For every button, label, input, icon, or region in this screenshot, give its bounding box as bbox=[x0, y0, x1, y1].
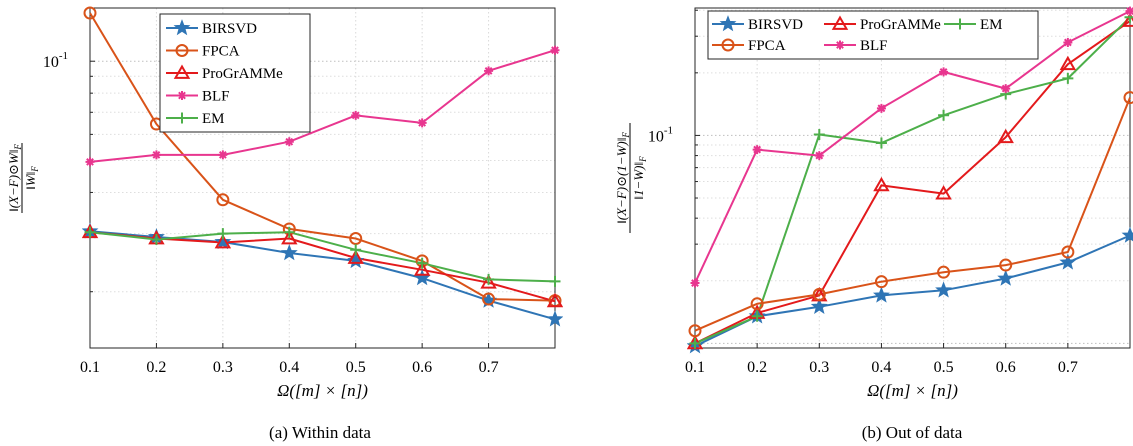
x-tick-label: 0.1 bbox=[685, 359, 705, 376]
data-point-blf bbox=[86, 157, 95, 166]
x-tick-label: 0.2 bbox=[146, 359, 166, 376]
data-point-blf bbox=[351, 111, 360, 120]
y-axis-label: ‖(X−F)⊙W‖F‖W‖F bbox=[6, 143, 40, 213]
x-tick-label: 0.7 bbox=[1058, 359, 1078, 376]
x-axis-label: Ω([m] × [n]) bbox=[277, 381, 368, 400]
x-tick-label: 0.7 bbox=[479, 359, 499, 376]
legend-label: ProGrAMMe bbox=[202, 66, 283, 82]
data-point-blf bbox=[218, 150, 227, 159]
data-point-blf bbox=[815, 151, 824, 160]
y-label-numerator: ‖(X−F)⊙(1−W)‖F bbox=[614, 132, 631, 224]
legend-swatch-marker bbox=[836, 41, 845, 50]
legend-swatch-marker bbox=[178, 91, 187, 100]
x-tick-label: 0.5 bbox=[934, 359, 954, 376]
figure-caption: (b) Out of data bbox=[862, 423, 963, 442]
data-point-blf bbox=[418, 118, 427, 127]
y-axis-ticks: 10-1 bbox=[648, 10, 700, 281]
y-axis-ticks: 10-1 bbox=[43, 50, 95, 291]
chart-panel-within-data: 0.1 0.2 0.3 0.4 0.5 0.6 0.7 10-1 Ω([m] × [n]) ‖(X… bbox=[6, 8, 562, 442]
data-point-blf bbox=[753, 145, 762, 154]
legend-label: BIRSVD bbox=[202, 21, 257, 37]
x-tick-label: 0.2 bbox=[747, 359, 767, 376]
data-point-blf bbox=[551, 46, 560, 55]
x-tick-label: 0.6 bbox=[412, 359, 432, 376]
x-axis-label: Ω([m] × [n]) bbox=[867, 381, 958, 400]
x-tick-label: 0.4 bbox=[871, 359, 891, 376]
data-point-blf bbox=[1001, 84, 1010, 93]
legend-label: ProGrAMMe bbox=[860, 17, 941, 33]
x-tick-label: 0.6 bbox=[996, 359, 1016, 376]
data-point-blf bbox=[691, 279, 700, 288]
x-tick-label: 0.3 bbox=[213, 359, 233, 376]
legend-label: FPCA bbox=[202, 44, 240, 60]
y-tick-label: 10-1 bbox=[43, 50, 68, 71]
legend: BIRSVD FPCA ProGrAMMe BLF EM bbox=[160, 14, 310, 132]
y-axis-label: ‖(X−F)⊙(1−W)‖F‖1−W)‖F bbox=[614, 123, 648, 233]
legend-label: BIRSVD bbox=[748, 17, 803, 33]
legend-label: EM bbox=[202, 111, 225, 127]
x-tick-label: 0.4 bbox=[279, 359, 299, 376]
data-point-blf bbox=[285, 137, 294, 146]
y-label-denominator: ‖W‖F bbox=[23, 166, 40, 190]
y-label-numerator: ‖(X−F)⊙W‖F bbox=[6, 144, 23, 212]
legend-label: FPCA bbox=[748, 38, 786, 54]
data-point-blf bbox=[484, 66, 493, 75]
data-point-blf bbox=[939, 67, 948, 76]
data-point-blf bbox=[152, 150, 161, 159]
y-tick-label: 10-1 bbox=[648, 124, 673, 145]
x-tick-label: 0.3 bbox=[809, 359, 829, 376]
figure-caption: (a) Within data bbox=[269, 423, 371, 442]
data-point-blf bbox=[1063, 38, 1072, 47]
x-tick-label: 0.5 bbox=[346, 359, 366, 376]
legend-label: BLF bbox=[202, 89, 230, 105]
x-tick-label: 0.1 bbox=[80, 359, 100, 376]
legend: BIRSVD ProGrAMMe EM FPCA BLF bbox=[708, 11, 1038, 59]
data-point-blf bbox=[877, 104, 886, 113]
legend-label: EM bbox=[980, 17, 1003, 33]
chart-panel-out-of-data: 0.1 0.2 0.3 0.4 0.5 0.6 0.7 10-1 Ω([m] × [n]) ‖(X… bbox=[614, 7, 1133, 442]
y-label-denominator: ‖1−W)‖F bbox=[631, 156, 648, 200]
legend-label: BLF bbox=[860, 38, 888, 54]
